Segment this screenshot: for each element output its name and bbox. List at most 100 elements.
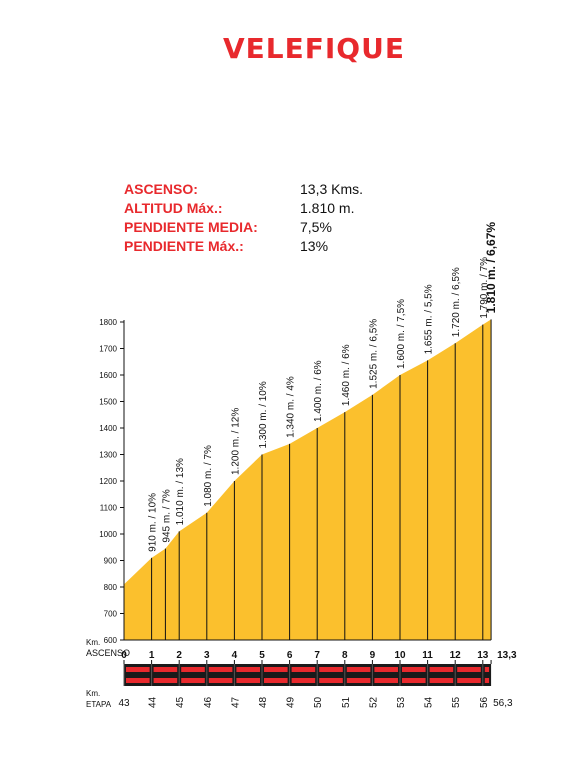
road-marker-top	[319, 667, 343, 672]
road-marker-bottom	[126, 678, 150, 683]
y-tick-label: 900	[104, 557, 118, 566]
stat-label-pendiente-max: PENDIENTE Máx.:	[124, 238, 244, 254]
x-tick-label-ascenso: 13	[477, 650, 489, 661]
annotation-label: 1.340 m. / 4%	[286, 376, 297, 438]
road-marker-bottom	[429, 678, 454, 683]
stat-label-ascenso: ASCENSO:	[124, 181, 198, 197]
etapa-tick-label: 54	[424, 696, 435, 708]
annotation-label: 1.810 m. / 6,67%	[484, 222, 498, 314]
annotation-label: 1.010 m. / 13%	[175, 458, 186, 525]
annotation-label: 1.400 m. / 6%	[313, 360, 324, 422]
page-title: VELEFIQUE	[223, 32, 405, 65]
x-tick-label-ascenso: 2	[176, 650, 182, 661]
x-tick-label-ascenso: 0	[121, 650, 127, 661]
road-marker-bottom	[319, 678, 343, 683]
annotation-label: 1.720 m. / 6,5%	[451, 267, 462, 337]
y-tick-label: 1100	[100, 504, 118, 513]
road-marker-bottom	[374, 678, 398, 683]
y-tick-label: 700	[104, 610, 118, 619]
y-tick-label: 1700	[99, 345, 117, 354]
stat-value-ascenso: 13,3 Kms.	[300, 181, 364, 197]
x-tick-label-ascenso: 13,3	[497, 650, 517, 661]
road-marker-top	[429, 667, 454, 672]
etapa-tick-label: 44	[148, 696, 159, 708]
etapa-tick-label: 55	[451, 696, 462, 708]
etapa-tick-label: 56	[479, 696, 490, 708]
road-marker-top	[346, 667, 371, 672]
etapa-tick-label: 53	[396, 696, 407, 708]
x-axis-label-km: Km.	[86, 638, 100, 647]
road-marker-top	[374, 667, 398, 672]
road-marker-bottom	[346, 678, 371, 683]
road-marker-bottom	[236, 678, 260, 683]
x-tick-label-ascenso: 10	[394, 650, 406, 661]
annotation-label: 910 m. / 10%	[148, 493, 159, 552]
road-marker-top	[236, 667, 260, 672]
x-tick-label-ascenso: 11	[422, 650, 433, 661]
road-marker-bottom	[291, 678, 316, 683]
road-marker-top	[126, 667, 150, 672]
etapa-tick-label: 50	[313, 696, 324, 708]
y-tick-label: 1300	[99, 451, 117, 460]
y-tick-label: 1600	[99, 371, 117, 380]
road-marker-bottom	[264, 678, 288, 683]
etapa-tick-label: 49	[286, 696, 297, 708]
x-tick-label-ascenso: 9	[370, 650, 376, 661]
stat-value-pendiente-media: 7,5%	[300, 219, 332, 235]
road-marker-top	[402, 667, 426, 672]
y-tick-label: 1200	[99, 477, 117, 486]
y-tick-label: 800	[104, 583, 118, 592]
stat-label-pendiente-media: PENDIENTE MEDIA:	[124, 219, 258, 235]
road-marker-top	[208, 667, 233, 672]
annotation-label: 945 m. / 7%	[161, 489, 172, 542]
road-marker-top	[264, 667, 288, 672]
road-marker-top	[457, 667, 481, 672]
y-tick-label: 1400	[99, 424, 117, 433]
road-marker-bottom	[208, 678, 233, 683]
etapa-label-etapa: ETAPA	[86, 700, 112, 709]
road-marker-top	[291, 667, 316, 672]
x-axis-label-ascenso: ASCENSO	[86, 648, 130, 658]
road-marker-bottom	[181, 678, 205, 683]
x-tick-label-ascenso: 5	[259, 650, 265, 661]
y-tick-label: 1500	[99, 398, 117, 407]
road-marker-bottom	[153, 678, 178, 683]
etapa-tick-label: 43	[118, 698, 130, 709]
y-tick-label: 1800	[99, 318, 117, 327]
annotation-label: 1.460 m. / 6%	[341, 344, 352, 406]
annotation-label: 1.790 m. / 7%	[479, 257, 490, 319]
road-marker-bottom	[457, 678, 481, 683]
etapa-tick-label: 52	[368, 696, 379, 708]
etapa-label-km: Km.	[86, 689, 100, 698]
etapa-tick-label: 51	[341, 696, 352, 708]
road-marker-bottom	[484, 678, 490, 683]
road-marker-top	[181, 667, 205, 672]
etapa-tick-label: 45	[175, 696, 186, 708]
x-tick-label-ascenso: 1	[149, 650, 155, 661]
etapa-tick-label: 46	[203, 696, 214, 708]
x-tick-label-ascenso: 7	[314, 650, 320, 661]
road-marker-top	[153, 667, 178, 672]
etapa-tick-label: 56,3	[493, 698, 513, 709]
annotation-label: 1.600 m. / 7,5%	[396, 299, 407, 369]
annotation-label: 1.200 m. / 12%	[230, 408, 241, 475]
stat-value-altitud: 1.810 m.	[300, 200, 355, 216]
y-tick-label: 1000	[99, 530, 117, 539]
stat-value-pendiente-max: 13%	[300, 238, 329, 254]
elevation-area	[124, 319, 492, 640]
x-tick-label-ascenso: 4	[232, 650, 238, 661]
annotation-label: 1.655 m. / 5,5%	[424, 284, 435, 354]
road-marker-top	[484, 667, 490, 672]
y-tick-label: 600	[104, 636, 118, 645]
etapa-tick-label: 47	[230, 696, 241, 708]
x-tick-label-ascenso: 12	[450, 650, 462, 661]
road-marker-bottom	[402, 678, 426, 683]
x-tick-label-ascenso: 3	[204, 650, 210, 661]
etapa-tick-label: 48	[258, 696, 269, 708]
x-tick-label-ascenso: 8	[342, 650, 348, 661]
annotation-label: 1.525 m. / 6,5%	[368, 319, 379, 389]
stat-label-altitud: ALTITUD Máx.:	[124, 200, 223, 216]
annotation-label: 1.300 m. / 10%	[258, 381, 269, 448]
annotation-label: 1.080 m. / 7%	[203, 445, 214, 507]
